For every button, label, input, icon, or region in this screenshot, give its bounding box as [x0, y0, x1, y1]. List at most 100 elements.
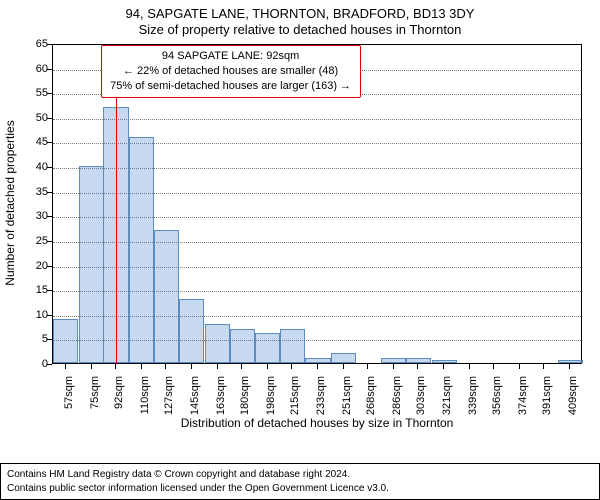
- x-tick-mark: [317, 364, 318, 369]
- x-tick-label: 198sqm: [265, 376, 277, 415]
- x-tick-label: 180sqm: [239, 376, 251, 415]
- y-tick-mark: [47, 192, 52, 193]
- y-tick-label: 45: [18, 136, 48, 148]
- x-tick-label: 145sqm: [189, 376, 201, 415]
- x-tick-label: 374sqm: [517, 376, 529, 415]
- y-tick-mark: [47, 118, 52, 119]
- y-tick-label: 35: [18, 186, 48, 198]
- chart-area: 94 SAPGATE LANE: 92sqm← 22% of detached …: [0, 40, 600, 444]
- attribution-footer: Contains HM Land Registry data © Crown c…: [0, 463, 600, 500]
- x-tick-label: 233sqm: [315, 376, 327, 415]
- annotation-box: 94 SAPGATE LANE: 92sqm← 22% of detached …: [101, 45, 361, 98]
- x-tick-mark: [217, 364, 218, 369]
- footer-line-1: Contains HM Land Registry data © Crown c…: [7, 468, 593, 482]
- y-tick-mark: [47, 266, 52, 267]
- x-tick-label: 92sqm: [113, 376, 125, 409]
- x-tick-label: 163sqm: [215, 376, 227, 415]
- y-tick-mark: [47, 315, 52, 316]
- x-tick-label: 391sqm: [541, 376, 553, 415]
- y-tick-label: 30: [18, 210, 48, 222]
- x-tick-label: 409sqm: [567, 376, 579, 415]
- x-tick-label: 268sqm: [365, 376, 377, 415]
- x-tick-mark: [393, 364, 394, 369]
- y-tick-mark: [47, 241, 52, 242]
- y-tick-mark: [47, 216, 52, 217]
- x-tick-label: 110sqm: [139, 376, 151, 414]
- x-tick-mark: [191, 364, 192, 369]
- x-tick-mark: [519, 364, 520, 369]
- x-tick-label: 57sqm: [63, 376, 75, 409]
- x-tick-mark: [343, 364, 344, 369]
- x-tick-label: 356sqm: [491, 376, 503, 415]
- y-tick-label: 20: [18, 260, 48, 272]
- x-tick-label: 303sqm: [415, 376, 427, 415]
- x-tick-mark: [417, 364, 418, 369]
- x-tick-mark: [493, 364, 494, 369]
- plot-area: 94 SAPGATE LANE: 92sqm← 22% of detached …: [52, 44, 582, 364]
- x-tick-mark: [165, 364, 166, 369]
- x-tick-label: 286sqm: [391, 376, 403, 415]
- x-tick-label: 321sqm: [441, 376, 453, 415]
- y-tick-label: 0: [18, 358, 48, 370]
- histogram-bar: [255, 333, 280, 363]
- x-tick-label: 339sqm: [467, 376, 479, 415]
- histogram-bar: [79, 166, 104, 363]
- histogram-bar: [154, 230, 179, 363]
- y-tick-mark: [47, 364, 52, 365]
- histogram-bar: [381, 358, 406, 363]
- y-tick-label: 55: [18, 87, 48, 99]
- y-axis-label: Number of detached properties: [3, 103, 17, 303]
- y-tick-mark: [47, 93, 52, 94]
- x-tick-mark: [267, 364, 268, 369]
- x-tick-mark: [241, 364, 242, 369]
- histogram-bar: [53, 319, 78, 363]
- histogram-bar: [406, 358, 431, 363]
- y-tick-label: 10: [18, 309, 48, 321]
- x-tick-mark: [367, 364, 368, 369]
- x-tick-label: 251sqm: [341, 376, 353, 415]
- x-tick-mark: [115, 364, 116, 369]
- histogram-bar: [558, 360, 583, 363]
- histogram-bar: [280, 329, 305, 363]
- x-tick-mark: [469, 364, 470, 369]
- chart-title: 94, SAPGATE LANE, THORNTON, BRADFORD, BD…: [0, 0, 600, 39]
- x-axis-label: Distribution of detached houses by size …: [52, 416, 582, 430]
- annotation-line: 94 SAPGATE LANE: 92sqm: [108, 49, 354, 64]
- y-tick-label: 25: [18, 235, 48, 247]
- x-tick-label: 215sqm: [289, 376, 301, 415]
- title-line-2: Size of property relative to detached ho…: [0, 22, 600, 38]
- y-tick-mark: [47, 167, 52, 168]
- x-tick-label: 75sqm: [89, 376, 101, 409]
- x-tick-label: 127sqm: [163, 376, 175, 415]
- x-tick-mark: [291, 364, 292, 369]
- histogram-bar: [205, 324, 230, 363]
- histogram-bar: [432, 360, 457, 363]
- y-tick-mark: [47, 339, 52, 340]
- histogram-bar: [129, 137, 154, 363]
- y-tick-mark: [47, 142, 52, 143]
- y-tick-label: 40: [18, 161, 48, 173]
- y-tick-mark: [47, 69, 52, 70]
- histogram-bar: [179, 299, 204, 363]
- y-tick-label: 5: [18, 333, 48, 345]
- x-tick-mark: [569, 364, 570, 369]
- title-line-1: 94, SAPGATE LANE, THORNTON, BRADFORD, BD…: [0, 6, 600, 22]
- histogram-bar: [230, 329, 255, 363]
- y-tick-label: 50: [18, 112, 48, 124]
- annotation-line: 75% of semi-detached houses are larger (…: [108, 79, 354, 94]
- x-tick-mark: [543, 364, 544, 369]
- histogram-bar: [331, 353, 356, 363]
- y-tick-mark: [47, 44, 52, 45]
- x-tick-mark: [65, 364, 66, 369]
- footer-line-2: Contains public sector information licen…: [7, 482, 593, 496]
- y-tick-label: 60: [18, 63, 48, 75]
- x-tick-mark: [443, 364, 444, 369]
- gridline: [53, 119, 581, 120]
- y-tick-label: 15: [18, 284, 48, 296]
- y-tick-mark: [47, 290, 52, 291]
- x-tick-mark: [91, 364, 92, 369]
- x-tick-mark: [141, 364, 142, 369]
- y-tick-label: 65: [18, 38, 48, 50]
- histogram-bar: [305, 358, 330, 363]
- annotation-line: ← 22% of detached houses are smaller (48…: [108, 64, 354, 79]
